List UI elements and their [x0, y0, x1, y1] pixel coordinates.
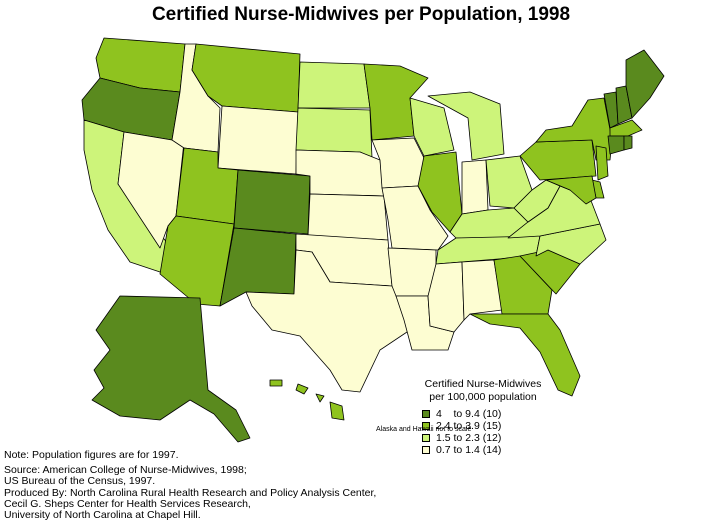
state-NJ[interactable] — [595, 145, 609, 181]
produced-line-2: Cecil G. Sheps Center for Health Service… — [4, 497, 251, 510]
notes: Note: Population figures are for 1997. S… — [4, 449, 377, 521]
state-CO[interactable] — [233, 169, 311, 235]
state-ME[interactable] — [625, 49, 665, 119]
legend-count: (15) — [482, 419, 502, 432]
state-MI[interactable] — [427, 91, 505, 161]
state-TX[interactable] — [245, 249, 411, 393]
legend-item: 4 to 9.4 (10) — [422, 408, 568, 420]
legend-count: (12) — [482, 431, 502, 444]
source-line-1: Source: American College of Nurse-Midwiv… — [4, 464, 247, 477]
state-CT[interactable] — [607, 135, 625, 155]
state-PA[interactable] — [519, 139, 597, 181]
legend-swatch — [422, 446, 430, 454]
state-HI[interactable] — [269, 379, 345, 421]
legend-range: 0.7 to 1.4 — [436, 443, 480, 456]
legend-range: 2.4 to 3.9 — [436, 419, 480, 432]
state-WI[interactable] — [409, 97, 455, 157]
source-line-2: US Bureau of the Census, 1997. — [4, 475, 156, 488]
legend-item: 2.4 to 3.9 (15) — [422, 420, 568, 432]
state-AL[interactable] — [461, 259, 503, 321]
state-AK[interactable] — [91, 295, 251, 443]
legend-swatch — [422, 410, 430, 418]
scale-note: Alaska and Hawaii not to scale — [376, 426, 472, 433]
note-line: Note: Population figures are for 1997. — [4, 449, 179, 461]
state-MD[interactable] — [545, 175, 597, 205]
legend-title-line2: per 100,000 population — [429, 391, 537, 403]
legend: Certified Nurse-Midwives per 100,000 pop… — [398, 378, 568, 456]
legend-count: (10) — [482, 407, 502, 420]
state-NY[interactable] — [535, 97, 613, 161]
legend-count: (14) — [482, 443, 502, 456]
legend-item: 1.5 to 2.3 (12) — [422, 432, 568, 444]
map-title: Certified Nurse-Midwives per Population,… — [151, 4, 571, 25]
state-RI[interactable] — [623, 135, 633, 151]
state-GA[interactable] — [493, 255, 553, 315]
produced-line-3: University of North Carolina at Chapel H… — [4, 509, 201, 521]
legend-title-line1: Certified Nurse-Midwives — [424, 378, 542, 390]
legend-range: 1.5 to 2.3 — [436, 431, 480, 444]
legend-items: 4 to 9.4 (10) 2.4 to 3.9 (15) 1.5 to 2.3… — [398, 408, 568, 456]
produced-line-1: Produced By: North Carolina Rural Health… — [4, 486, 377, 499]
state-IN[interactable] — [461, 159, 489, 215]
legend-swatch — [422, 422, 430, 430]
state-MA[interactable] — [609, 119, 643, 137]
state-ND[interactable] — [297, 61, 371, 109]
legend-item: 0.7 to 1.4 (14) — [422, 444, 568, 456]
state-AR[interactable] — [387, 247, 437, 297]
legend-range: 4 to 9.4 — [436, 407, 480, 420]
state-WY[interactable] — [217, 105, 299, 175]
legend-swatch — [422, 434, 430, 442]
state-FL[interactable] — [469, 313, 581, 397]
state-KS[interactable] — [307, 193, 389, 241]
